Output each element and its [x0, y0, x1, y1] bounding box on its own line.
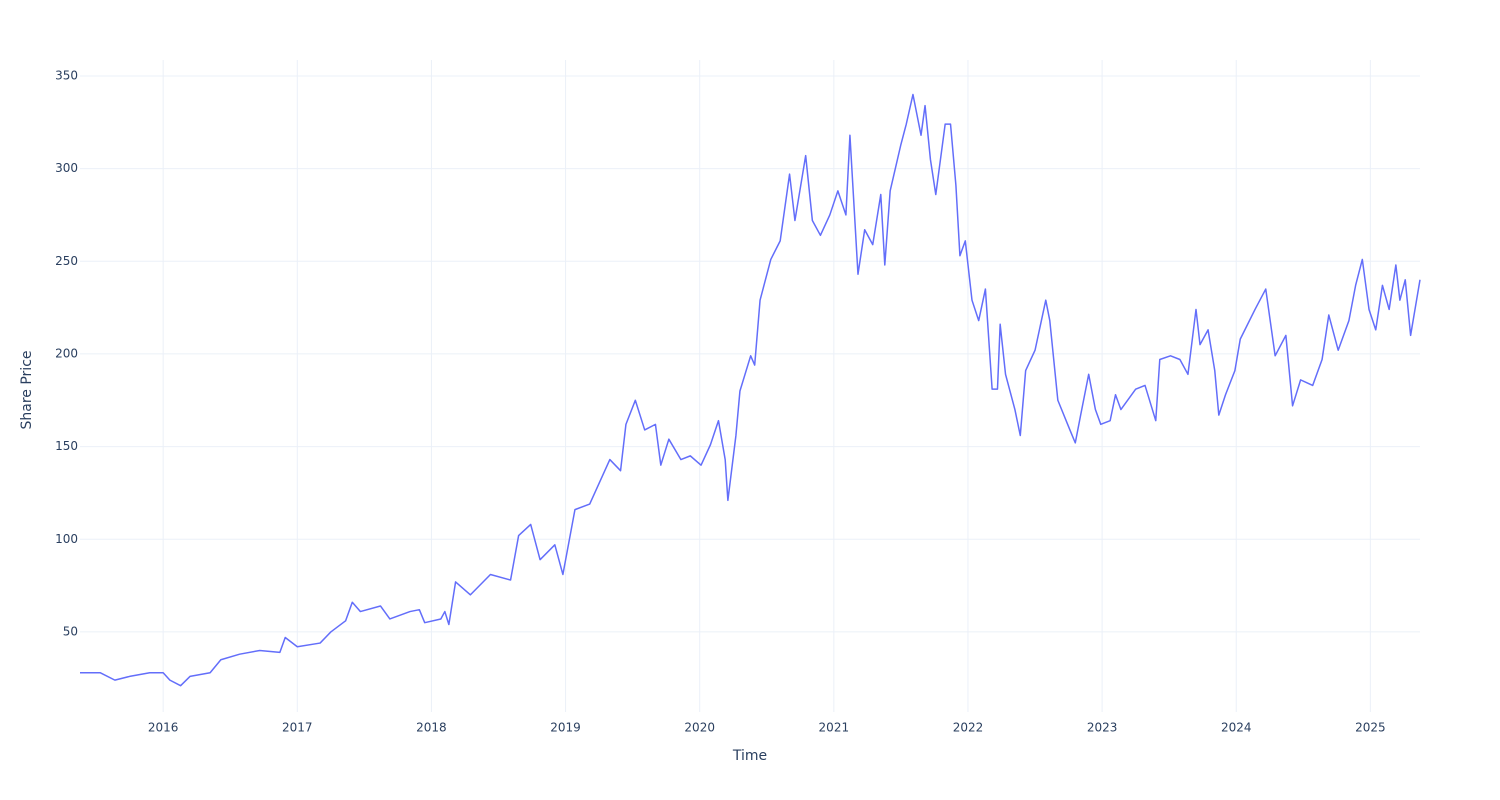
x-tick-label: 2018: [416, 721, 447, 735]
x-tick-label: 2022: [953, 721, 984, 735]
x-tick-label: 2019: [550, 721, 581, 735]
x-axis-title: Time: [732, 748, 767, 764]
x-tick-label: 2023: [1087, 721, 1118, 735]
y-tick-label: 300: [55, 161, 78, 175]
y-tick-label: 200: [55, 346, 78, 360]
y-tick-label: 250: [55, 254, 78, 268]
price-line: [80, 93, 1421, 687]
x-tick-label: 2021: [819, 721, 850, 735]
y-tick-label: 100: [55, 532, 78, 546]
x-tick-label: 2025: [1355, 721, 1386, 735]
y-tick-label: 150: [55, 439, 78, 453]
y-tick-label: 50: [63, 624, 78, 638]
y-axis-title: Share Price: [19, 350, 35, 429]
x-tick-label: 2017: [282, 721, 313, 735]
y-tick-label: 350: [55, 68, 78, 82]
x-tick-label: 2016: [148, 721, 179, 735]
x-tick-label: 2024: [1221, 721, 1252, 735]
x-tick-label: 2020: [684, 721, 715, 735]
